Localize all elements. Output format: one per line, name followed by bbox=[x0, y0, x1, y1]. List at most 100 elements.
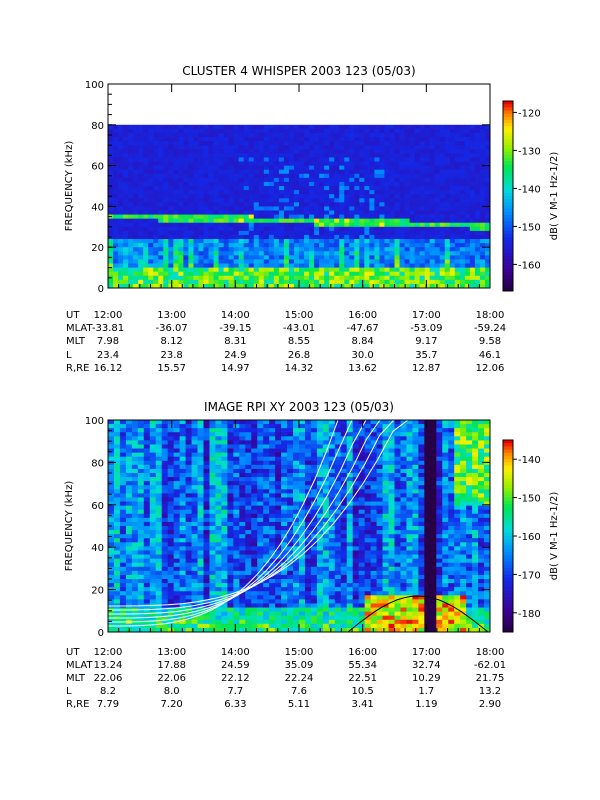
spectrogram-cell bbox=[113, 222, 119, 228]
spectrogram-cell bbox=[221, 603, 228, 608]
spectrogram-cell bbox=[119, 513, 127, 519]
spectrogram-cell bbox=[419, 255, 426, 260]
spectrogram-cell bbox=[221, 432, 228, 437]
spectrogram-cell bbox=[251, 534, 258, 539]
spectrogram-cell bbox=[197, 460, 204, 466]
spectrogram-cell bbox=[179, 591, 186, 596]
spectrogram-cell bbox=[257, 452, 264, 458]
spectrogram-cell bbox=[149, 448, 157, 454]
spectrogram-cell bbox=[193, 141, 199, 146]
spectrogram-cell bbox=[155, 623, 163, 629]
spectrogram-cell bbox=[197, 603, 204, 608]
spectrogram-cell bbox=[209, 550, 216, 555]
spectrogram-cell bbox=[269, 497, 276, 502]
spectrogram-cell bbox=[275, 436, 282, 441]
spectrogram-cell bbox=[309, 153, 315, 158]
spectrogram-cell bbox=[178, 149, 184, 154]
spectrogram-cell bbox=[228, 218, 235, 224]
spectrogram-cell bbox=[248, 255, 255, 260]
spectrogram-cell bbox=[227, 489, 234, 494]
spectrogram-cell bbox=[429, 267, 436, 273]
spectrogram-cell bbox=[278, 132, 285, 138]
spectrogram-cell bbox=[374, 157, 380, 162]
spectrogram-cell bbox=[469, 157, 476, 162]
spectrogram-cell bbox=[299, 436, 306, 441]
spectrogram-cell bbox=[287, 420, 294, 425]
spectrogram-cell bbox=[248, 137, 255, 142]
spectrogram-cell bbox=[364, 141, 370, 146]
spectrogram-cell bbox=[215, 546, 222, 551]
spectrogram-cell bbox=[299, 456, 306, 462]
spectrogram-cell bbox=[339, 247, 345, 252]
spectrogram-cell bbox=[233, 497, 240, 502]
spectrogram-cell bbox=[399, 165, 405, 171]
spectrogram-cell bbox=[454, 137, 461, 142]
spectrogram-cell bbox=[239, 623, 246, 629]
spectrogram-cell bbox=[245, 493, 252, 498]
spectrogram-cell bbox=[389, 275, 395, 281]
spectrogram-cell bbox=[444, 222, 451, 228]
spectrogram-cell bbox=[197, 448, 204, 454]
spectrogram-cell bbox=[158, 141, 164, 146]
spectrogram-cell bbox=[161, 583, 169, 588]
spectrogram-cell bbox=[293, 509, 300, 515]
spectrogram-cell bbox=[404, 230, 410, 236]
spectrogram-cell bbox=[304, 210, 310, 215]
spectrogram-cell bbox=[344, 275, 350, 281]
spectrogram-cell bbox=[268, 275, 275, 281]
spectrogram-cell bbox=[399, 169, 405, 175]
spectrogram-cell bbox=[133, 279, 139, 285]
spectrogram-cell bbox=[288, 226, 295, 232]
spectrogram-cell bbox=[185, 513, 192, 519]
spectrogram-cell bbox=[158, 169, 164, 175]
spectrogram-cell bbox=[191, 493, 198, 498]
spectrogram-cell bbox=[221, 505, 228, 511]
spectrogram-cell bbox=[183, 194, 189, 199]
spectrogram-cell bbox=[299, 627, 306, 633]
spectrogram-cell bbox=[198, 234, 204, 240]
spectrogram-cell bbox=[354, 161, 360, 166]
spectrogram-cell bbox=[149, 436, 157, 441]
spectrogram-cell bbox=[233, 546, 240, 551]
spectrogram-cell bbox=[179, 424, 186, 429]
spectrogram-cell bbox=[288, 177, 295, 183]
spectrogram-cell bbox=[479, 186, 486, 191]
spectrogram-cell bbox=[429, 271, 436, 277]
spectrogram-cell bbox=[153, 157, 159, 162]
spectrogram-cell bbox=[149, 574, 157, 580]
spectrogram-cell bbox=[238, 141, 245, 146]
spectrogram-cell bbox=[288, 275, 295, 281]
spectrogram-cell bbox=[123, 124, 129, 130]
spectrogram-cell bbox=[143, 456, 151, 462]
spectrogram-cell bbox=[283, 251, 290, 256]
spectrogram-cell bbox=[283, 283, 290, 289]
spectrogram-cell bbox=[227, 579, 234, 584]
spectrogram-cell bbox=[123, 239, 129, 244]
spectrogram-cell bbox=[287, 481, 294, 486]
spectrogram-cell bbox=[263, 218, 270, 224]
spectrogram-cell bbox=[454, 263, 461, 268]
spectrogram-cell bbox=[339, 214, 345, 220]
spectrogram-cell bbox=[404, 137, 410, 142]
spectrogram-cell bbox=[138, 149, 144, 154]
spectrogram-cell bbox=[419, 275, 426, 281]
spectrogram-cell bbox=[223, 275, 230, 281]
spectrogram-cell bbox=[339, 145, 345, 150]
spectrogram-cell bbox=[197, 456, 204, 462]
spectrogram-cell bbox=[293, 161, 300, 166]
spectrogram-cell bbox=[424, 263, 431, 268]
spectrogram-cell bbox=[168, 181, 174, 187]
spectrogram-cell bbox=[304, 202, 310, 207]
spectrogram-cell bbox=[269, 481, 276, 486]
spectrogram-cell bbox=[449, 149, 456, 154]
spectrogram-cell bbox=[449, 210, 456, 215]
spectrogram-cell bbox=[203, 222, 209, 228]
spectrogram-cell bbox=[384, 239, 390, 244]
spectrogram-cell bbox=[198, 137, 204, 142]
spectrogram-cell bbox=[419, 181, 426, 187]
spectrogram-cell bbox=[479, 279, 486, 285]
spectrogram-cell bbox=[299, 587, 306, 592]
spectrogram-cell bbox=[281, 444, 288, 449]
spectrogram-cell bbox=[434, 145, 441, 150]
spectrogram-cell bbox=[173, 132, 179, 138]
